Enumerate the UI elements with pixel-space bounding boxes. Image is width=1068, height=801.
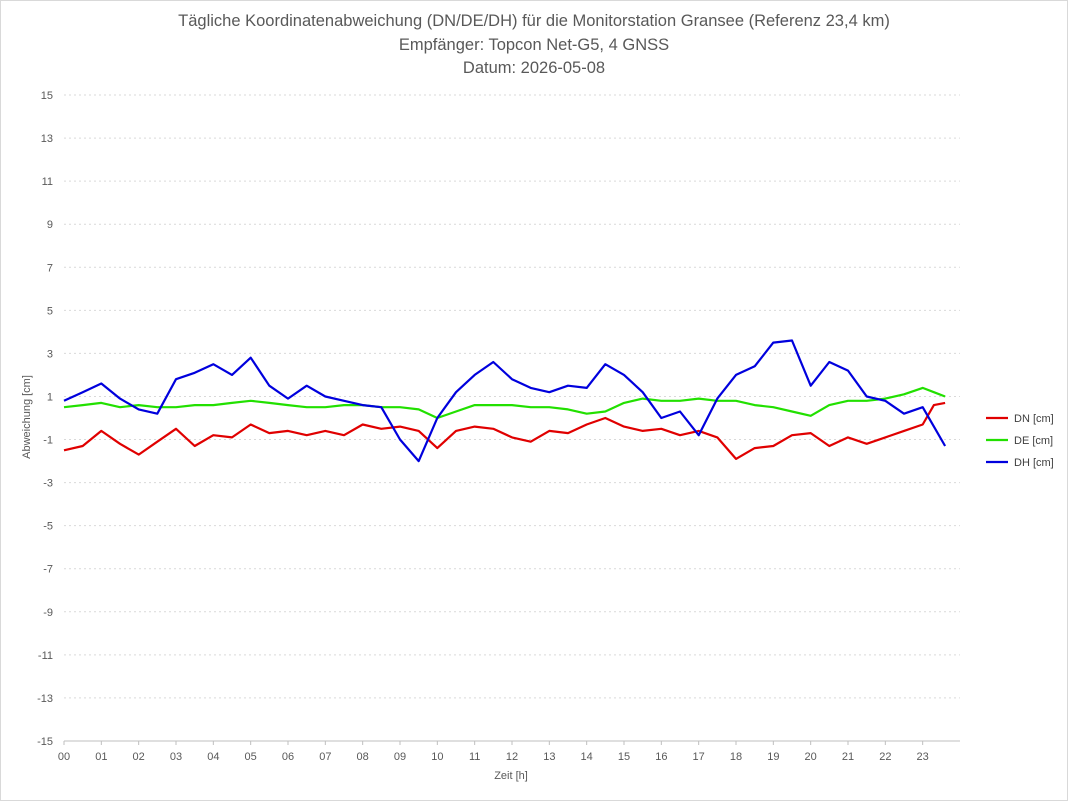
x-tick-label: 13: [543, 751, 555, 763]
series-lines: [63, 339, 947, 463]
x-tick-label: 21: [842, 751, 854, 763]
y-tick-label: 9: [47, 219, 53, 231]
y-tick-label: 3: [47, 348, 53, 360]
x-tick-label: 16: [655, 751, 667, 763]
legend-label: DH [cm]: [1014, 457, 1054, 469]
x-axis-label: Zeit [h]: [494, 770, 528, 782]
x-tick-label: 18: [730, 751, 742, 763]
y-tick-label: -1: [43, 435, 53, 447]
y-tick-label: -5: [43, 521, 53, 533]
x-tick-label: 01: [95, 751, 107, 763]
x-tick-label: 06: [282, 751, 294, 763]
legend-label: DN [cm]: [1014, 413, 1054, 425]
x-tick-label: 00: [58, 751, 70, 763]
y-tick-label: -3: [43, 478, 53, 490]
chart-subtitle: Empfänger: Topcon Net-G5, 4 GNSS: [398, 36, 670, 54]
x-tick-label: 20: [805, 751, 817, 763]
x-tick-label: 12: [506, 751, 518, 763]
y-tick-label: 1: [47, 391, 53, 403]
x-tick-label: 05: [245, 751, 257, 763]
gridlines: [64, 94, 960, 742]
y-tick-label: 15: [41, 90, 53, 102]
y-axis-label: Abweichung [cm]: [21, 375, 33, 459]
legend-label: DE [cm]: [1014, 435, 1053, 447]
y-tick-label: -7: [43, 564, 53, 576]
legend: DN [cm] DE [cm] DH [cm]: [986, 413, 1054, 469]
x-tick-label: 02: [133, 751, 145, 763]
x-tick-label: 15: [618, 751, 630, 763]
y-tick-label: -11: [38, 650, 53, 662]
y-tick-label: 7: [47, 262, 53, 274]
x-tick-label: 09: [394, 751, 406, 763]
x-tick-label: 03: [170, 751, 182, 763]
series-line-0: [63, 401, 946, 460]
y-tick-label: -13: [37, 693, 53, 705]
y-tick-label: 13: [41, 133, 53, 145]
x-tick-label: 17: [693, 751, 705, 763]
x-tick-label: 19: [767, 751, 779, 763]
chart-title: Tägliche Koordinatenabweichung (DN/DE/DH…: [178, 12, 890, 30]
series-line-2: [63, 339, 947, 463]
x-tick-label: 10: [431, 751, 443, 763]
y-tick-label: -15: [37, 736, 53, 748]
y-tick-label: -9: [43, 607, 53, 619]
y-tick-label: 11: [42, 176, 53, 188]
y-tick-labels: 15 13 11 9 7 5 3 1 -1 -3 -5 -7 -9 -11 -13 -15: [37, 90, 53, 748]
series-line-1: [63, 386, 946, 420]
chart-date: Datum: 2026-05-08: [462, 59, 606, 77]
x-tick-label: 22: [879, 751, 891, 763]
x-tick-labels: 00 01 02 03 04 05 06 07 08 09 10 11 12 13 14 15 16 17 18 19…: [58, 741, 929, 763]
y-tick-label: 5: [47, 305, 53, 317]
x-tick-label: 08: [357, 751, 369, 763]
x-tick-label: 14: [581, 751, 593, 763]
x-tick-label: 04: [207, 751, 219, 763]
x-tick-label: 07: [319, 751, 331, 763]
x-tick-label: 23: [917, 751, 929, 763]
x-tick-label: 11: [469, 751, 480, 763]
